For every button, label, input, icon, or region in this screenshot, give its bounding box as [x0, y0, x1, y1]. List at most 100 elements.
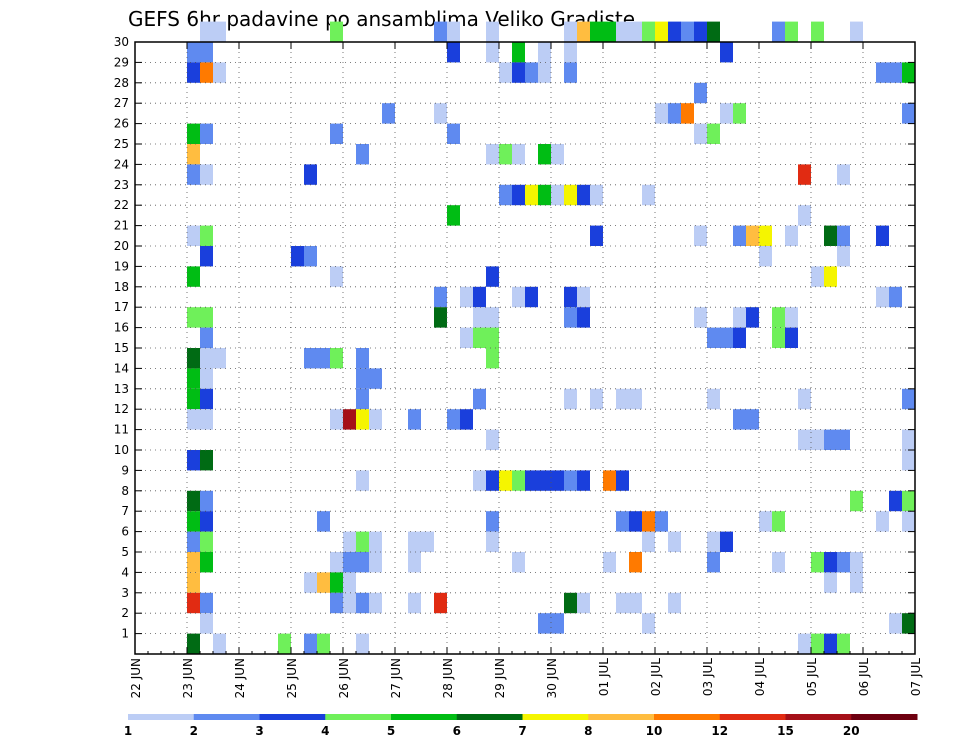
heatmap-cell	[902, 388, 915, 410]
heatmap-cell	[369, 368, 382, 389]
heatmap-cell	[824, 429, 837, 450]
heatmap-cell	[603, 552, 616, 573]
y-tick-label: 27	[114, 96, 129, 110]
heatmap-cell	[486, 531, 499, 552]
heatmap-cell	[317, 633, 330, 654]
y-tick-label: 15	[114, 341, 129, 355]
heatmap-cell	[746, 409, 759, 430]
heatmap-cell	[538, 470, 551, 491]
heatmap-cell	[200, 62, 213, 83]
heatmap-cell	[642, 531, 655, 552]
x-tick-label: 02 JUL	[649, 658, 663, 696]
heatmap-cell	[837, 164, 850, 185]
x-tick-label: 04 JUL	[753, 658, 767, 696]
heatmap-cell	[876, 286, 889, 308]
heatmap-cell	[525, 286, 538, 308]
heatmap-cell	[824, 572, 837, 593]
heatmap-cell	[733, 409, 746, 430]
heatmap-cell	[200, 327, 213, 348]
heatmap-cell	[187, 409, 200, 430]
heatmap-cell	[902, 450, 915, 471]
heatmap-cell	[733, 307, 746, 328]
heatmap-cell	[343, 552, 356, 573]
heatmap-cell	[187, 633, 200, 654]
heatmap-cell	[577, 184, 590, 206]
legend-swatch	[128, 714, 195, 720]
heatmap-cell	[707, 327, 720, 348]
heatmap-cell	[564, 388, 577, 410]
heatmap-cell	[486, 21, 499, 42]
heatmap-cell	[720, 42, 733, 63]
heatmap-cell	[798, 205, 811, 226]
heatmap-cell	[512, 552, 525, 573]
legend-swatch	[259, 714, 326, 720]
heatmap-cell	[343, 572, 356, 593]
y-tick-label: 28	[114, 76, 129, 90]
heatmap-cell	[330, 409, 343, 430]
x-tick-label: 27 JUN	[389, 658, 403, 698]
legend-swatch	[193, 714, 260, 720]
heatmap-cell	[525, 470, 538, 491]
x-tick-label: 29 JUN	[493, 658, 507, 698]
heatmap-cell	[408, 592, 421, 614]
heatmap-cell	[837, 225, 850, 246]
heatmap-cell	[876, 62, 889, 83]
heatmap-cell	[564, 184, 577, 206]
heatmap-cell	[694, 21, 707, 42]
heatmap-cell	[421, 531, 434, 552]
heatmap-cell	[447, 205, 460, 226]
heatmap-cell	[824, 225, 837, 246]
heatmap-cell	[187, 42, 200, 63]
heatmap-cell	[213, 633, 226, 654]
heatmap-cell	[798, 429, 811, 450]
heatmap-cell	[720, 531, 733, 552]
legend-swatch	[588, 714, 655, 720]
heatmap-cell	[330, 266, 343, 287]
y-tick-label: 4	[121, 565, 129, 579]
heatmap-cell	[772, 307, 785, 328]
y-tick-label: 18	[114, 280, 129, 294]
heatmap-cell	[850, 552, 863, 573]
heatmap-cell	[746, 307, 759, 328]
heatmap-cell	[824, 633, 837, 654]
heatmap-cell	[200, 388, 213, 410]
heatmap-cell	[356, 531, 369, 552]
heatmap-cell	[213, 348, 226, 369]
heatmap-cell	[759, 225, 772, 246]
y-tick-label: 1	[121, 627, 129, 641]
heatmap-cell	[200, 511, 213, 532]
heatmap-cell	[577, 592, 590, 614]
heatmap-cell	[837, 633, 850, 654]
heatmap-cell	[577, 21, 590, 42]
heatmap-cell	[434, 307, 447, 328]
y-tick-label: 26	[114, 117, 129, 131]
heatmap-cell	[707, 21, 720, 42]
y-tick-label: 23	[114, 178, 129, 192]
heatmap-cell	[187, 592, 200, 614]
heatmap-cell	[798, 633, 811, 654]
y-tick-label: 16	[114, 321, 129, 335]
heatmap-cell	[902, 103, 915, 124]
heatmap-cell	[460, 286, 473, 308]
heatmap-cell	[187, 348, 200, 369]
legend-swatch	[719, 714, 786, 720]
y-tick-label: 24	[114, 157, 129, 171]
heatmap-cell	[330, 552, 343, 573]
y-tick-label: 13	[114, 382, 129, 396]
heatmap-cell	[824, 552, 837, 573]
heatmap-cell	[564, 62, 577, 83]
heatmap-cell	[343, 531, 356, 552]
legend-swatch	[522, 714, 589, 720]
heatmap-cell	[694, 307, 707, 328]
y-tick-label: 29	[114, 55, 129, 69]
heatmap-cell	[434, 103, 447, 124]
heatmap-cell	[577, 307, 590, 328]
heatmap-cell	[707, 123, 720, 144]
heatmap-cell	[889, 62, 902, 83]
heatmap-cell	[577, 470, 590, 491]
legend-swatch	[391, 714, 458, 720]
heatmap-cell	[499, 62, 512, 83]
heatmap-cell	[317, 572, 330, 593]
legend-label: 12	[711, 724, 728, 738]
heatmap-cell	[772, 511, 785, 532]
